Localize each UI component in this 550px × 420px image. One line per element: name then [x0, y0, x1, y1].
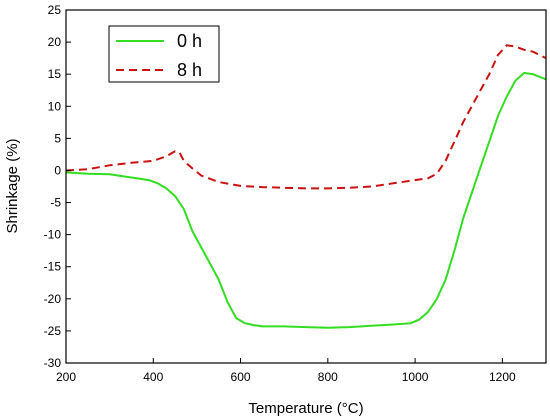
plot-frame — [65, 9, 547, 364]
y-tick-label: -20 — [44, 292, 62, 306]
x-axis-title: Temperature (°C) — [248, 400, 363, 417]
y-tick-label: -5 — [50, 196, 61, 210]
y-tick-label: -15 — [44, 260, 62, 274]
legend: 0 h 8 h — [108, 25, 220, 83]
y-tick-label: 10 — [48, 99, 62, 113]
y-tick-label: -10 — [44, 228, 62, 242]
y-tick-label: 25 — [48, 3, 62, 17]
series-line-0h — [66, 71, 546, 329]
series-line-8h — [66, 44, 546, 190]
x-tick-label: 400 — [143, 370, 163, 384]
legend-box — [108, 25, 220, 83]
legend-label-8h: 8 h — [177, 60, 202, 80]
legend-label-0h: 0 h — [177, 31, 202, 51]
y-tick-label: -30 — [44, 356, 62, 370]
y-tick-label: 15 — [48, 67, 62, 81]
x-tick-label: 1000 — [402, 370, 429, 384]
ticks-layer: 200 400 600 800 1000 1200 -30 -25 -20 -15 -10 -5 0 5 1… — [44, 3, 516, 384]
x-tick-label: 600 — [231, 370, 251, 384]
y-tick-label: -25 — [44, 324, 62, 338]
y-tick-label: 0 — [54, 163, 61, 177]
series-layer — [66, 44, 546, 329]
y-tick-label: 20 — [48, 35, 62, 49]
x-tick-label: 200 — [56, 370, 76, 384]
y-axis-title: Shrinkage (%) — [4, 138, 21, 233]
x-tick-label: 1200 — [489, 370, 516, 384]
x-tick-label: 800 — [318, 370, 338, 384]
y-tick-label: 5 — [54, 131, 61, 145]
